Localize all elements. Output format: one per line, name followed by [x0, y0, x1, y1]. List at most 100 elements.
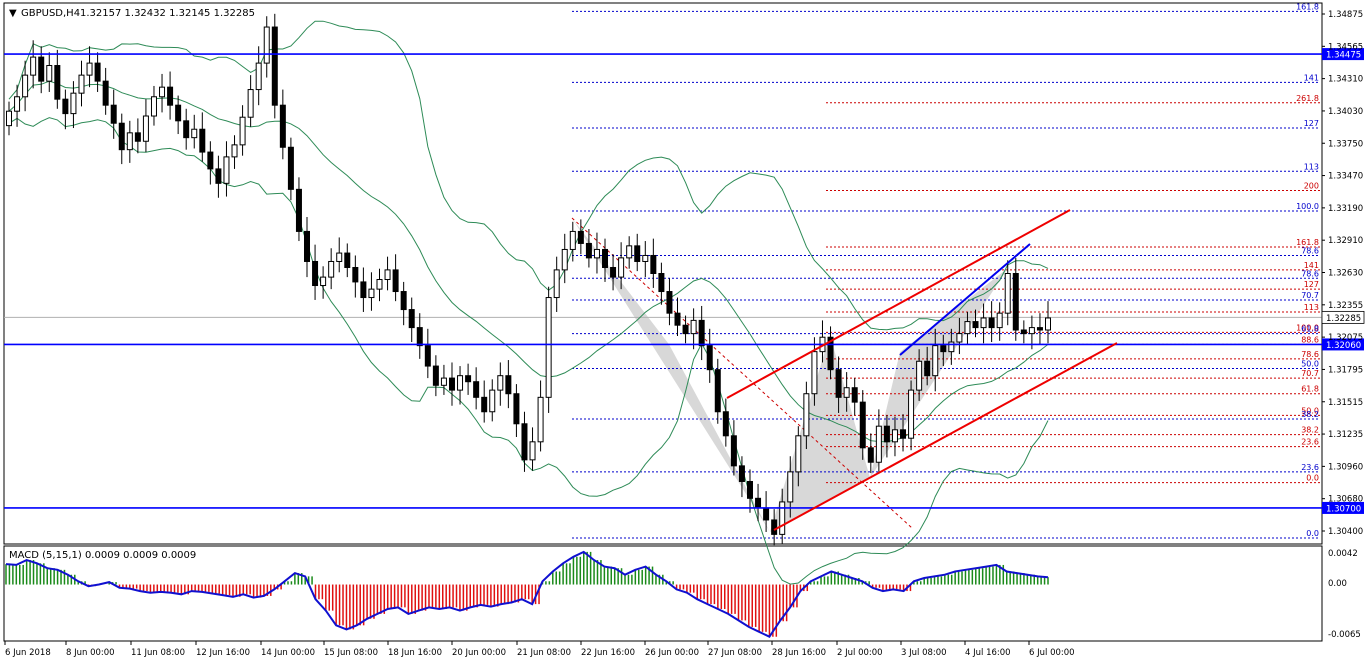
candle-bear — [940, 345, 947, 353]
candle-bear — [102, 80, 109, 106]
candle-bear — [175, 104, 182, 122]
ohlc-readout: 1.32157 1.32432 1.32145 1.32285 — [80, 8, 255, 19]
price-tick-label: 1.34875 — [1328, 10, 1363, 20]
fib-level-label: 141 — [1304, 261, 1319, 270]
time-tick-label: 26 Jun 00:00 — [645, 648, 699, 658]
time-tick-label: 4 Jul 16:00 — [965, 648, 1011, 658]
candle-bear — [94, 62, 101, 82]
candle-bear — [392, 269, 399, 293]
candle-bear — [722, 411, 729, 437]
candle-bear — [900, 429, 907, 439]
candle-bull — [1028, 327, 1035, 335]
candle-bear — [674, 312, 681, 326]
candle-bull — [569, 230, 576, 250]
candle-bear — [1036, 327, 1043, 331]
price-tick-label: 1.32355 — [1328, 301, 1363, 311]
candle-bear — [134, 132, 141, 142]
time-axis: 6 Jun 2018 8 Jun 00:00 11 Jun 08:00 12 Jun … — [4, 641, 1075, 658]
candle-bull — [618, 257, 625, 278]
time-tick-label: 28 Jun 16:00 — [772, 648, 826, 658]
bollinger-upper — [8, 20, 1049, 331]
candle-bull — [440, 377, 447, 386]
candle-bull — [875, 425, 882, 463]
candle-bull — [376, 279, 383, 290]
fib-level-label: 78.6 — [1301, 246, 1319, 255]
candle-bear — [400, 291, 407, 311]
candle-bear — [714, 369, 721, 413]
candle-bull — [811, 351, 818, 395]
candle-bear — [312, 260, 319, 287]
fib-level-label: 261.8 — [1296, 94, 1319, 103]
candle-bear — [38, 56, 45, 82]
candle-bear — [738, 465, 745, 482]
candle-bear — [972, 321, 979, 329]
candle-bear — [521, 423, 528, 461]
candle-bull — [980, 317, 987, 329]
candle-bear — [1012, 273, 1019, 331]
fib-level-label: 61.8 — [1301, 385, 1319, 394]
candle-bear — [344, 252, 351, 268]
candle-bull — [231, 144, 238, 158]
candle-bull — [70, 92, 77, 115]
macd-tick-label: 0.00 — [1328, 579, 1347, 589]
candle-bear — [706, 345, 713, 371]
channel-lower-line — [773, 342, 1118, 531]
fib-level-label: 23.6 — [1301, 438, 1319, 447]
price-tick-label: 1.32910 — [1328, 236, 1363, 246]
candle-bull — [223, 156, 230, 184]
candle-bull — [1004, 273, 1011, 314]
fib-level-label: 100.0 — [1296, 202, 1319, 211]
candle-bear — [287, 146, 294, 190]
candle-bull — [779, 501, 786, 535]
price-tick-label: 1.33190 — [1328, 204, 1363, 214]
fib-level-label: 0.0 — [1306, 474, 1319, 483]
main-plot-frame — [3, 2, 1323, 545]
candle-bear — [416, 327, 423, 347]
candle-bull — [908, 389, 915, 439]
fib-level-label: 100.0 — [1296, 323, 1319, 332]
macd-signal-line — [5, 550, 1049, 638]
level-price-tag — [1322, 48, 1364, 61]
time-tick-label: 18 Jun 16:00 — [388, 648, 442, 658]
horizontal-levels[interactable]: 1.34475 1.32060 1.30700 1.32285 — [4, 48, 1365, 514]
candle-bull — [14, 96, 21, 112]
pattern-diagonal — [571, 217, 913, 529]
candle-bear — [481, 396, 488, 413]
price-axis: 1.34875 1.34565 1.34310 1.34030 1.33750 1.334… — [1322, 10, 1363, 537]
price-tick-label: 1.30960 — [1328, 462, 1363, 472]
candle-bear — [924, 360, 931, 377]
candle-bear — [746, 480, 753, 499]
candle-bear — [658, 273, 665, 293]
time-tick-label: 3 Jul 08:00 — [901, 648, 947, 658]
price-tick-label: 1.33750 — [1328, 139, 1363, 149]
macd-indicator: 0.0042 0.00 -0.0065 — [5, 549, 1361, 640]
candle-bull — [328, 260, 335, 278]
candle-bull — [368, 288, 375, 299]
trend-channel[interactable] — [726, 209, 1118, 531]
candle-bull — [803, 393, 810, 437]
candle-bear — [505, 375, 512, 395]
macd-tick-label: -0.0065 — [1328, 630, 1361, 640]
pattern-triangle-3 — [870, 268, 1008, 478]
candle-bull — [384, 269, 391, 281]
fib-level-label: 78.6 — [1301, 350, 1319, 359]
price-tick-label: 1.34030 — [1328, 107, 1363, 117]
fib-level-label: 38.2 — [1301, 426, 1319, 435]
price-tick-label: 1.34565 — [1328, 42, 1363, 52]
candle-bear — [183, 120, 190, 139]
candle-bear — [682, 324, 689, 335]
candle-bear — [54, 65, 61, 100]
candle-bull — [191, 128, 198, 139]
candle-bear — [763, 507, 770, 521]
candle-bull — [843, 387, 850, 398]
fib-level-label: 127 — [1304, 280, 1319, 289]
chart-menu-icon[interactable]: ▼ — [9, 8, 17, 19]
fib-level-label: 127 — [1304, 119, 1319, 128]
fib-level-label: 113 — [1304, 303, 1319, 312]
candle-bull — [964, 321, 971, 335]
time-tick-label: 11 Jun 08:00 — [131, 648, 185, 658]
fib-level-label: 88.6 — [1301, 335, 1319, 344]
fib-level-label: 113 — [1304, 162, 1319, 171]
candle-bull — [916, 360, 923, 391]
